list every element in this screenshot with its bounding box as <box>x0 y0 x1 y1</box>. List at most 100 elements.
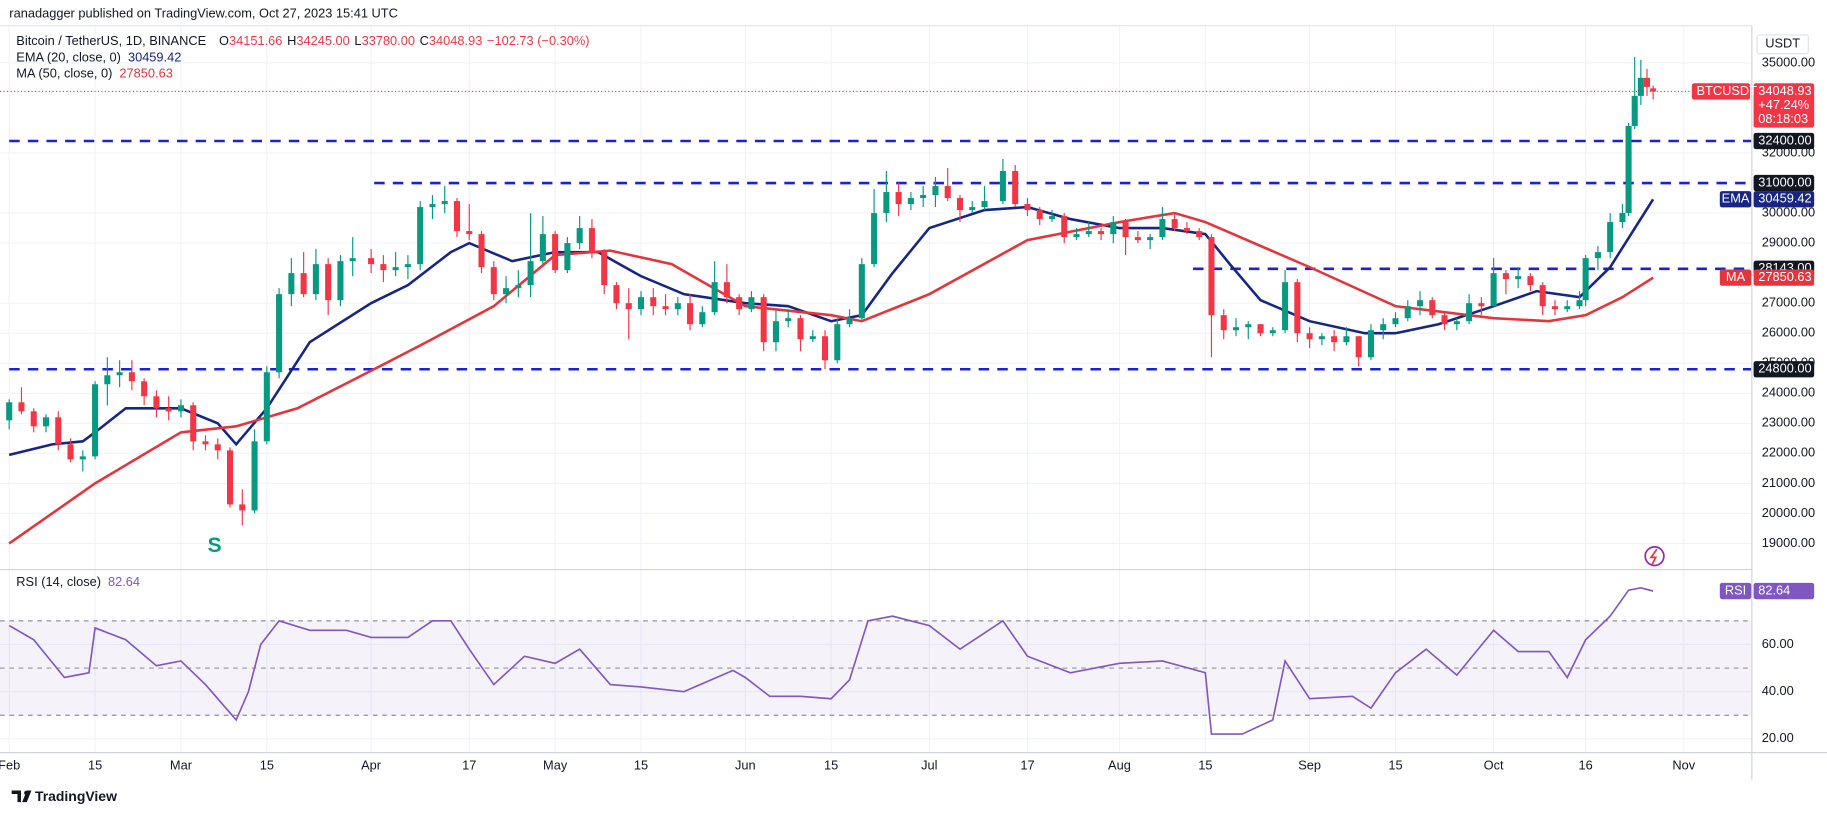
series-tag-box <box>1719 191 1752 208</box>
candle-body <box>1171 219 1178 229</box>
candle-body <box>1085 231 1092 235</box>
candle-body <box>1355 336 1362 358</box>
candle-body <box>723 282 730 298</box>
price-symbol-box <box>1691 83 1751 100</box>
indicator-value: 27850.63 <box>119 66 172 81</box>
candle-body <box>1643 77 1651 87</box>
candle-body <box>907 198 914 205</box>
y-tick-label: 24000.00 <box>1762 385 1815 400</box>
indicator-name: MA (50, close, 0) <box>16 66 112 81</box>
y-tick-label: 27000.00 <box>1762 295 1815 310</box>
plot: S <box>0 56 1752 735</box>
candle-body <box>1453 321 1460 325</box>
candle-body <box>1478 303 1485 307</box>
candle-body <box>1061 216 1068 238</box>
candle-body <box>809 336 816 340</box>
candle-body <box>1631 95 1638 126</box>
candle-body <box>858 264 865 319</box>
candle-body <box>1331 336 1338 343</box>
candle-body <box>932 186 939 196</box>
rsi-tick-label: 60.00 <box>1762 636 1794 651</box>
price-symbol: BTCUSDT <box>1697 83 1758 98</box>
candle-body <box>895 192 902 205</box>
y-tick-label: 22000.00 <box>1762 445 1815 460</box>
x-tick-label: May <box>543 757 568 772</box>
footer-logo <box>11 790 32 803</box>
candle-body <box>846 318 853 325</box>
x-tick-label: 15 <box>824 757 838 772</box>
candle-body <box>785 318 792 322</box>
candle-body <box>1650 88 1657 92</box>
candle-body <box>478 234 485 268</box>
candle-body <box>1159 219 1166 238</box>
level-label: 31000.00 <box>1758 174 1811 189</box>
candle-body <box>165 408 172 412</box>
ohlc-key: L <box>354 33 361 48</box>
candle-body <box>1564 306 1571 310</box>
change: −102.73 (−0.30%) <box>487 33 590 48</box>
candle-body <box>1282 282 1289 331</box>
candle-body <box>736 297 743 310</box>
x-tick-label: 16 <box>1579 757 1593 772</box>
ohlc-key: H <box>287 33 296 48</box>
level-label-box <box>1753 174 1815 192</box>
candle-body <box>821 336 829 361</box>
candle-body <box>1269 330 1276 334</box>
level-label: 24800.00 <box>1758 361 1811 376</box>
indicator-legend: MA (50, close, 0) 27850.63 <box>16 66 173 81</box>
x-tick-label: 15 <box>1198 757 1212 772</box>
candle-body <box>490 267 497 295</box>
candle-body <box>368 258 375 265</box>
x-tick-label: Mar <box>170 757 193 772</box>
candle-body <box>1466 303 1473 322</box>
x-tick-label: 15 <box>260 757 274 772</box>
candle-body <box>1607 222 1614 253</box>
candle-body <box>1306 333 1313 340</box>
candle-body <box>1582 258 1589 301</box>
candle-body <box>601 252 608 286</box>
candle-body <box>104 375 111 385</box>
indicator-legend: EMA (20, close, 0) 30459.42 <box>16 50 181 65</box>
candle-body <box>999 171 1006 202</box>
candle-body <box>337 261 344 301</box>
candle-body <box>637 297 645 310</box>
candle-body <box>214 444 221 451</box>
ohlc-key: O <box>219 33 229 48</box>
x-tick-label: 15 <box>88 757 102 772</box>
candle-body <box>674 303 681 310</box>
series-value-box <box>1753 191 1815 208</box>
symbol-header: Bitcoin / TetherUS, 1D, BINANCE O34151.6… <box>16 33 589 48</box>
currency: USDT <box>1765 36 1800 51</box>
series-tag-box <box>1719 269 1752 286</box>
candle-body <box>527 261 534 286</box>
x-tick-label: Oct <box>1484 757 1504 772</box>
x-tick-label: 15 <box>634 757 648 772</box>
candle-body <box>797 318 804 340</box>
alert-icon <box>1644 545 1665 567</box>
ohlc-value: 34048.93 <box>429 33 482 48</box>
rsi-tick-label: 20.00 <box>1762 730 1794 745</box>
candle-body <box>380 264 387 271</box>
y-tick-label: 30000.00 <box>1762 204 1815 219</box>
ohlc-key: C <box>420 33 429 48</box>
candle-body <box>1594 252 1601 259</box>
candle-body <box>1367 330 1374 358</box>
candle-body <box>1625 125 1632 214</box>
footer-brand: TradingView <box>35 788 117 804</box>
candle-body <box>1380 324 1387 331</box>
price-countdown: 08:18:03 <box>1758 111 1808 126</box>
candle-body <box>392 267 399 271</box>
candle-body <box>699 312 706 325</box>
x-tick-label: Jun <box>735 757 756 772</box>
candle-body <box>748 297 755 310</box>
candle-body <box>1502 273 1509 280</box>
rsi-line <box>8 586 1654 735</box>
candle-body <box>226 450 234 505</box>
x-tick-label: Apr <box>361 757 382 772</box>
axes: Feb 15 Mar 15 Apr 17 May 15 Jun 15 Jul 17 Aug 15 Sep 15… <box>0 50 1815 773</box>
candle-body <box>1257 324 1264 334</box>
candle-body <box>981 201 988 208</box>
candle-body <box>92 384 99 457</box>
series-tag-box <box>1719 582 1752 600</box>
candle-body <box>515 285 522 289</box>
